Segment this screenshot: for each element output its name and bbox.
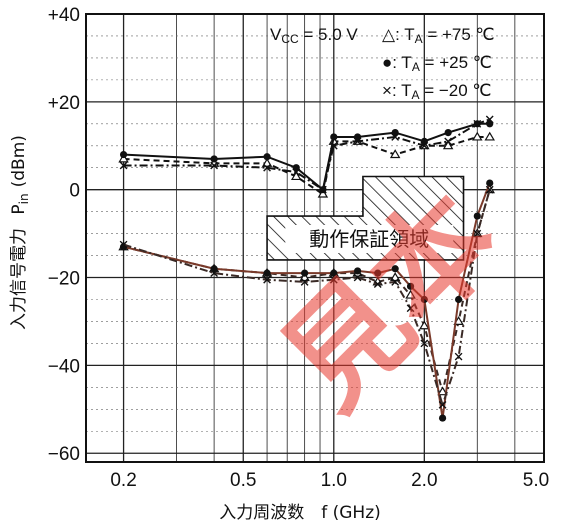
data-point-5-5: [353, 273, 362, 282]
data-point-0-3: [290, 171, 302, 181]
region-label-bg: [285, 225, 454, 253]
y-axis-label-sym: P: [9, 204, 29, 214]
data-point-3-8: [405, 289, 416, 299]
data-point-1-2: [263, 153, 271, 161]
y-tick-labels: +40 +20 0 −20 −40 −60: [48, 5, 80, 465]
data-point-5-1: [210, 269, 219, 278]
data-point-5-2: [263, 275, 271, 284]
y-axis-label-sym-sub: in: [17, 193, 31, 204]
y-axis-label: 入力信号電力 Pin (dBm): [9, 135, 31, 330]
data-point-4-11: [454, 295, 463, 304]
data-point-2-0: [119, 161, 128, 170]
data-point-4-13: [486, 179, 494, 187]
legend-vcc: VCC = 5.0 V: [270, 25, 358, 46]
data-point-5-11: [454, 352, 463, 361]
data-point-5-4: [329, 275, 338, 284]
data-point-2-10: [473, 119, 482, 128]
data-point-2-9: [444, 137, 453, 146]
x-axis-label: 入力周波数 f (GHz): [219, 503, 381, 523]
grid: [86, 13, 544, 462]
data-point-2-2: [263, 163, 271, 172]
data-point-4-4: [330, 269, 338, 277]
data-point-3-7: [389, 272, 401, 282]
y-tick-label-3: −20: [48, 269, 80, 290]
data-point-5-9: [420, 339, 429, 348]
series-line-1: [123, 122, 490, 192]
data-point-0-0: [118, 153, 129, 163]
data-point-0-7: [389, 149, 401, 159]
data-point-1-0: [119, 150, 128, 159]
data-point-4-7: [391, 265, 399, 273]
data-point-5-8: [406, 304, 415, 313]
y-tick-label-2: 0: [69, 181, 80, 202]
data-point-4-9: [420, 295, 428, 304]
legend-entry-25: ●: TA = +25 ℃: [382, 53, 492, 74]
data-point-4-10: [438, 414, 447, 422]
data-point-0-9: [442, 140, 454, 150]
y-tick-label-4: −40: [48, 356, 80, 377]
data-point-5-0: [119, 240, 128, 249]
data-point-2-11: [485, 115, 494, 124]
data-point-4-12: [473, 212, 481, 220]
data-point-5-6: [373, 280, 382, 289]
data-point-1-5: [330, 133, 338, 141]
data-point-2-8: [420, 141, 429, 150]
y-axis-label-unit: (dBm): [9, 135, 29, 187]
data-point-3-10: [437, 386, 448, 396]
series-line-5: [123, 189, 491, 409]
series-line-4: [123, 182, 491, 419]
data-point-2-4: [319, 185, 327, 194]
x-tick-label-3: 2.0: [411, 470, 437, 491]
data-point-0-2: [261, 157, 273, 167]
data-point-4-2: [263, 269, 271, 277]
series-line-0: [123, 135, 490, 196]
x-tick-label-4: 5.0: [523, 470, 549, 491]
legend-entry-75: △: TA = +75 ℃: [382, 25, 495, 46]
data-point-3-9: [419, 320, 430, 330]
y-axis-label-text: 入力信号電力: [9, 228, 29, 330]
data-point-2-7: [391, 133, 400, 141]
x-tick-label-2: 1.0: [321, 470, 347, 491]
data-point-1-9: [444, 128, 452, 137]
legend: VCC = 5.0 V △: TA = +75 ℃ ●: TA = +25 ℃ …: [270, 25, 495, 102]
data-point-5-7: [391, 278, 400, 286]
series-layer: [118, 115, 495, 422]
data-point-5-12: [473, 229, 482, 238]
data-point-2-5: [329, 141, 338, 150]
region-label: 動作保証領域: [309, 227, 429, 251]
legend-entry-minus20: ×: TA = −20 ℃: [382, 81, 492, 102]
data-point-5-10: [438, 401, 447, 409]
data-point-3-3: [299, 272, 310, 282]
data-point-1-1: [210, 155, 218, 163]
data-point-0-4: [317, 188, 329, 198]
series-line-2: [123, 118, 491, 192]
y-tick-label-0: +40: [48, 5, 80, 26]
data-point-4-5: [354, 267, 362, 275]
data-point-5-3: [300, 278, 309, 286]
data-point-2-6: [353, 137, 362, 146]
data-point-4-3: [301, 269, 309, 277]
operating-region: 動作保証領域: [266, 175, 465, 261]
data-point-5-13: [485, 185, 494, 194]
data-point-0-10: [472, 131, 483, 141]
x-tick-label-0: 0.2: [110, 470, 136, 491]
y-tick-label-1: +20: [48, 93, 80, 114]
x-tick-label-1: 0.5: [230, 470, 256, 491]
data-point-2-1: [210, 161, 219, 170]
y-tick-label-5: −60: [48, 444, 80, 465]
data-point-0-11: [484, 131, 495, 141]
data-point-4-6: [374, 269, 382, 277]
data-point-2-3: [292, 168, 301, 177]
plot-frame: [85, 13, 545, 463]
x-tick-labels: 0.2 0.5 1.0 2.0 5.0: [110, 470, 549, 491]
svg-text:入力信号電力 Pin(dBm): 入力信号電力 Pin (dBm): [9, 135, 31, 330]
data-point-4-8: [406, 282, 415, 290]
